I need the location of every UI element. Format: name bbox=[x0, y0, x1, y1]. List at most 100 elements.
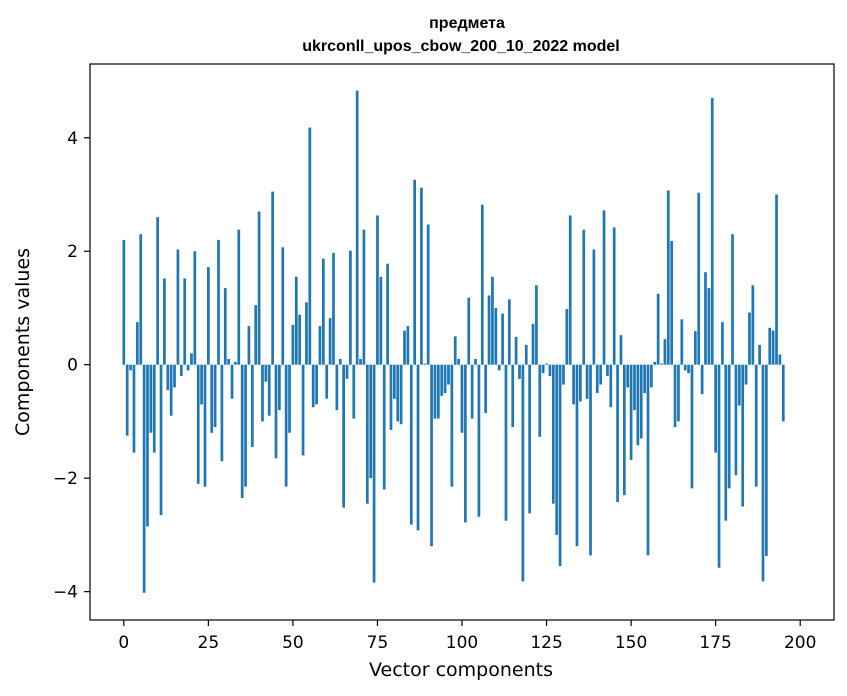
bar bbox=[545, 363, 548, 365]
x-axis-label: Vector components bbox=[369, 659, 553, 681]
bar bbox=[163, 278, 166, 365]
bar bbox=[403, 330, 406, 365]
bar bbox=[531, 323, 535, 365]
bar bbox=[599, 364, 603, 385]
bar bbox=[254, 305, 258, 365]
bar bbox=[528, 364, 531, 514]
bar bbox=[129, 364, 132, 371]
bar bbox=[595, 364, 599, 394]
bar bbox=[673, 364, 677, 428]
bar bbox=[413, 179, 417, 365]
bar bbox=[159, 364, 163, 516]
bar bbox=[443, 364, 447, 394]
bar bbox=[125, 364, 129, 436]
bar bbox=[524, 344, 528, 365]
bar bbox=[169, 364, 173, 416]
bar bbox=[318, 326, 322, 365]
bar bbox=[308, 127, 312, 365]
bar bbox=[558, 364, 562, 567]
bar bbox=[687, 364, 690, 374]
x-axis-ticks: 0 25 50 75 100 125 150 175 200 bbox=[118, 620, 816, 653]
x-tick-label: 150 bbox=[615, 633, 647, 653]
bar bbox=[291, 324, 295, 365]
bar bbox=[677, 364, 680, 422]
bar bbox=[683, 364, 687, 371]
bar bbox=[369, 364, 373, 479]
bar bbox=[382, 364, 386, 490]
bar bbox=[179, 364, 183, 377]
bar bbox=[288, 364, 291, 433]
bar bbox=[247, 326, 251, 365]
bar bbox=[234, 361, 237, 365]
bars-group bbox=[122, 90, 785, 593]
bar bbox=[213, 364, 217, 428]
bar bbox=[142, 364, 146, 593]
x-tick-label: 75 bbox=[367, 633, 389, 653]
bar bbox=[409, 364, 413, 525]
x-tick-label: 200 bbox=[784, 633, 816, 653]
bar bbox=[173, 364, 176, 388]
bar bbox=[436, 364, 440, 419]
bar bbox=[589, 364, 592, 556]
bar bbox=[717, 364, 721, 568]
bar bbox=[399, 364, 403, 425]
bar bbox=[636, 364, 640, 446]
bar bbox=[710, 98, 714, 365]
bar bbox=[518, 364, 521, 379]
bar bbox=[372, 364, 376, 583]
bar bbox=[585, 364, 589, 399]
bar bbox=[379, 276, 383, 365]
bar bbox=[697, 192, 701, 365]
bar bbox=[666, 190, 670, 365]
bar bbox=[328, 318, 332, 365]
bar bbox=[501, 313, 504, 365]
bar bbox=[491, 276, 494, 365]
bar bbox=[281, 247, 285, 365]
bar bbox=[139, 234, 143, 365]
y-axis-ticks: −4 −2 0 2 4 bbox=[53, 129, 90, 603]
bar bbox=[504, 364, 508, 521]
bar bbox=[643, 364, 646, 394]
bar bbox=[555, 364, 559, 535]
bar bbox=[453, 336, 457, 365]
bar bbox=[575, 364, 579, 547]
bar bbox=[568, 215, 572, 365]
bar bbox=[460, 364, 464, 433]
bar bbox=[582, 229, 586, 365]
bar bbox=[606, 364, 609, 377]
bar bbox=[602, 210, 606, 365]
bar bbox=[294, 276, 298, 365]
bar bbox=[200, 364, 203, 405]
bar bbox=[741, 364, 745, 507]
bar bbox=[338, 359, 342, 365]
bar bbox=[464, 364, 467, 523]
bar bbox=[321, 258, 325, 365]
bar bbox=[440, 364, 444, 396]
bar bbox=[548, 364, 552, 377]
bar bbox=[420, 187, 423, 365]
bar bbox=[186, 364, 190, 371]
bar bbox=[457, 359, 460, 365]
bar bbox=[751, 285, 755, 365]
bar bbox=[284, 364, 288, 487]
bar bbox=[748, 312, 751, 365]
bar bbox=[467, 297, 471, 365]
chart-title-line-2: ukrconll_upos_cbow_200_10_2022 model bbox=[302, 38, 619, 55]
x-tick-label: 100 bbox=[446, 633, 478, 653]
bar bbox=[152, 364, 156, 453]
bar bbox=[480, 204, 484, 365]
bar bbox=[257, 211, 261, 365]
bar bbox=[660, 363, 663, 365]
bar bbox=[122, 239, 126, 365]
bar bbox=[470, 364, 474, 419]
bar bbox=[541, 364, 545, 374]
bar bbox=[406, 326, 410, 365]
bar bbox=[778, 354, 782, 365]
bar bbox=[311, 364, 315, 408]
bar bbox=[626, 364, 630, 388]
bar bbox=[220, 364, 224, 462]
bar bbox=[132, 364, 136, 453]
bar bbox=[352, 364, 356, 419]
bar bbox=[768, 327, 772, 365]
